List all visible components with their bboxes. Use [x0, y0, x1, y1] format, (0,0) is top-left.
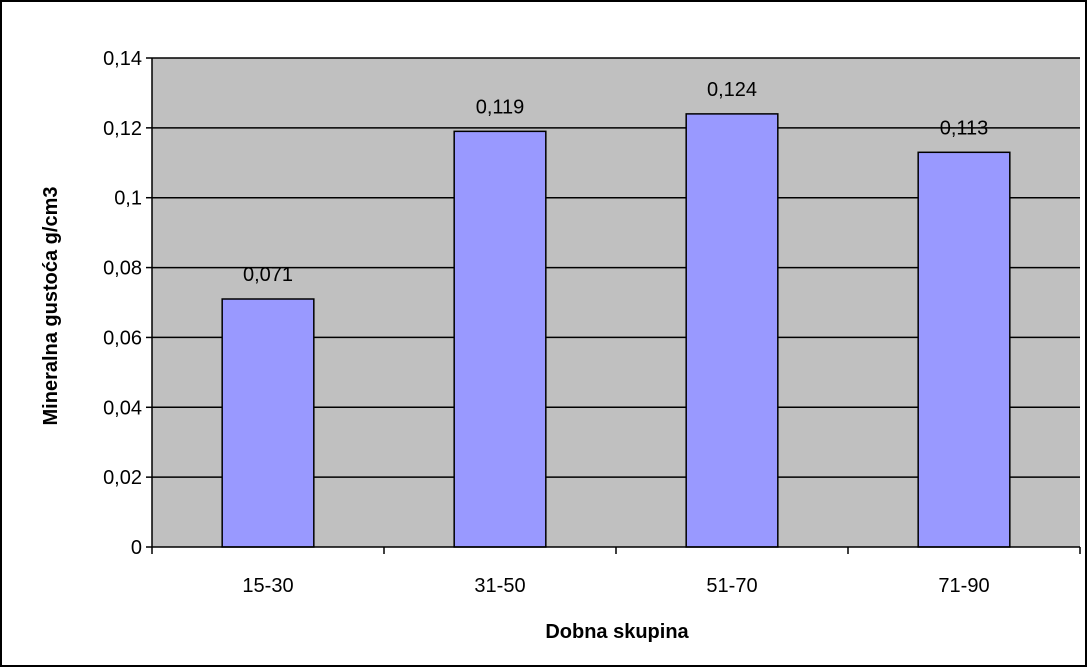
y-tick-label: 0,1 [114, 188, 142, 210]
axes: 0 0,02 0,04 0,06 0,08 0,1 0,12 0,14 15-30 31-50 51… [103, 48, 1081, 597]
y-tick-label: 0,06 [103, 327, 142, 349]
y-tick-label: 0,12 [103, 118, 142, 140]
x-axis-title: Dobna skupina [545, 621, 689, 643]
data-label: 0,071 [243, 264, 293, 286]
bar-51-70 [685, 113, 779, 548]
x-tick-label: 15-30 [242, 575, 293, 597]
y-tick-label: 0,14 [103, 48, 142, 70]
x-tick-label: 51-70 [706, 575, 757, 597]
data-label: 0,113 [940, 117, 989, 139]
data-label: 0,124 [707, 79, 757, 101]
y-tick-label: 0 [131, 537, 142, 559]
y-tick-label: 0,04 [103, 397, 142, 419]
data-label: 0,119 [476, 96, 525, 118]
y-tick-label: 0,02 [103, 467, 142, 489]
x-tick-label: 31-50 [474, 575, 525, 597]
x-tick-label: 71-90 [938, 575, 989, 597]
bar-15-30 [221, 298, 315, 548]
data-labels: 0,071 0,119 0,124 0,113 [243, 79, 988, 286]
y-axis-title: Mineralna gustoća g/cm3 [40, 187, 62, 426]
bar-31-50 [453, 130, 547, 548]
bar-71-90 [917, 151, 1011, 548]
y-tick-label: 0,08 [103, 258, 142, 280]
